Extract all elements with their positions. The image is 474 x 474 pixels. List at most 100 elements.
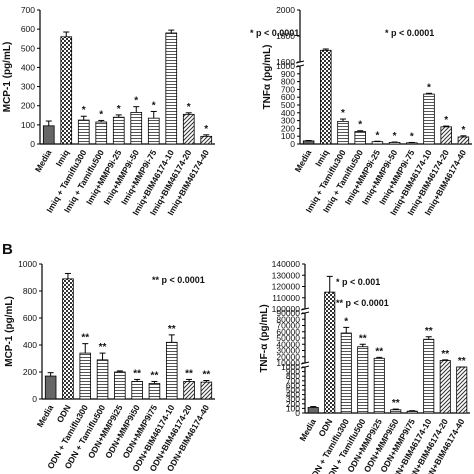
bar bbox=[390, 409, 402, 414]
bar bbox=[457, 136, 470, 145]
bar bbox=[62, 278, 74, 400]
y-tick-label: 400 bbox=[21, 62, 35, 72]
y-tick-label: 1000 bbox=[18, 259, 37, 269]
significance-note: ** p < 0.0001 bbox=[336, 298, 389, 308]
y-tick-label: 0 bbox=[32, 394, 37, 404]
bar bbox=[406, 410, 418, 414]
bar bbox=[131, 381, 143, 400]
bar bbox=[77, 119, 90, 145]
y-tick-label: 60000 bbox=[276, 327, 300, 337]
significance-marker: ** bbox=[168, 324, 176, 335]
y-tick-label: 400 bbox=[281, 108, 295, 118]
bar bbox=[354, 131, 366, 145]
significance-marker: * bbox=[393, 131, 397, 142]
y-tick-label: 130000 bbox=[272, 270, 301, 280]
bar bbox=[320, 49, 332, 145]
bar bbox=[165, 32, 178, 145]
y-tick-label: 800 bbox=[23, 286, 37, 296]
significance-marker: ** bbox=[151, 370, 159, 381]
bar bbox=[340, 332, 352, 414]
y-tick-label: 90000 bbox=[276, 308, 300, 318]
y-tick-label: 50000 bbox=[276, 333, 300, 343]
bar bbox=[44, 375, 57, 400]
significance-marker: * bbox=[187, 102, 191, 113]
significance-note: ** p < 0.0001 bbox=[152, 275, 205, 285]
significance-marker: * bbox=[410, 131, 414, 142]
bar bbox=[79, 352, 92, 400]
significance-marker: ** bbox=[441, 349, 449, 360]
bar bbox=[357, 346, 369, 414]
axis-break bbox=[301, 309, 309, 313]
bar bbox=[388, 142, 401, 145]
y-tick-label: 400 bbox=[286, 390, 300, 400]
y-tick-label: 0 bbox=[295, 408, 300, 418]
significance-marker: * bbox=[117, 104, 121, 115]
y-tick-label: 200 bbox=[23, 367, 37, 377]
bar bbox=[439, 360, 451, 414]
significance-marker: * bbox=[341, 108, 345, 119]
y-tick-label: 200 bbox=[281, 123, 295, 133]
y-axis-label: TNF-α (pg/mL) bbox=[259, 304, 270, 372]
axis-break bbox=[301, 363, 309, 367]
y-tick-label: 300 bbox=[286, 394, 300, 404]
y-tick-label: 1000 bbox=[281, 362, 300, 372]
y-tick-label: 600 bbox=[281, 92, 295, 102]
bar bbox=[440, 126, 452, 145]
category-label: Imiq bbox=[313, 148, 330, 168]
bar bbox=[373, 357, 385, 414]
significance-marker: ** bbox=[81, 333, 89, 344]
y-tick-label: 300 bbox=[21, 82, 35, 92]
y-tick-label: 20000 bbox=[276, 352, 300, 362]
significance-marker: ** bbox=[99, 342, 107, 353]
significance-note: * p < 0.001 bbox=[336, 277, 380, 287]
bar bbox=[302, 140, 315, 145]
significance-marker: * bbox=[427, 82, 431, 93]
bar bbox=[148, 383, 161, 400]
y-tick-label: 100 bbox=[281, 131, 295, 141]
category-label: Media bbox=[297, 417, 318, 443]
y-tick-label: 110000 bbox=[272, 293, 300, 303]
y-tick-label: 0 bbox=[30, 139, 35, 149]
significance-marker: * bbox=[134, 96, 138, 107]
y-axis-label: MCP-1 (pg/mL) bbox=[4, 296, 15, 367]
y-axis-label: TNFα (pg/mL) bbox=[262, 44, 273, 109]
bar bbox=[42, 125, 55, 145]
y-tick-label: 80000 bbox=[276, 314, 300, 324]
significance-marker: * bbox=[82, 105, 86, 116]
significance-marker: ** bbox=[425, 326, 433, 337]
y-tick-label: 800 bbox=[281, 77, 295, 87]
y-tick-label: 0 bbox=[290, 139, 295, 149]
y-tick-label: 900 bbox=[281, 69, 295, 79]
significance-marker: * bbox=[204, 124, 208, 135]
y-tick-label: 600 bbox=[286, 380, 300, 390]
significance-note: * p < 0.0001 bbox=[385, 28, 434, 38]
bar bbox=[95, 121, 108, 145]
significance-marker: * bbox=[358, 120, 362, 131]
y-tick-label: 800 bbox=[286, 371, 300, 381]
bar bbox=[456, 366, 468, 414]
bar bbox=[114, 371, 126, 400]
bar bbox=[165, 341, 178, 400]
bar bbox=[423, 93, 435, 145]
category-label: Imiq bbox=[54, 148, 71, 168]
significance-marker: ** bbox=[359, 333, 367, 344]
y-tick-label: 2000 bbox=[276, 5, 295, 15]
y-tick-label: 70000 bbox=[276, 321, 300, 331]
y-tick-label: 1800 bbox=[276, 31, 295, 41]
bar bbox=[130, 112, 143, 145]
bar bbox=[183, 381, 195, 400]
category-label: Media bbox=[35, 403, 56, 429]
y-tick-label: 900 bbox=[286, 367, 300, 377]
bar bbox=[182, 113, 195, 145]
significance-marker: ** bbox=[458, 356, 466, 367]
bar bbox=[200, 135, 213, 145]
bar bbox=[200, 381, 213, 400]
significance-marker: ** bbox=[202, 370, 210, 381]
significance-marker: * bbox=[344, 316, 348, 327]
significance-marker: * bbox=[375, 130, 379, 141]
chart-b-tnfa: 0100200300400500600700800900100010000200… bbox=[259, 259, 470, 474]
bar bbox=[307, 407, 319, 414]
axis-break bbox=[296, 62, 304, 66]
y-axis-label: MCP-1 (pg/mL) bbox=[2, 42, 13, 113]
